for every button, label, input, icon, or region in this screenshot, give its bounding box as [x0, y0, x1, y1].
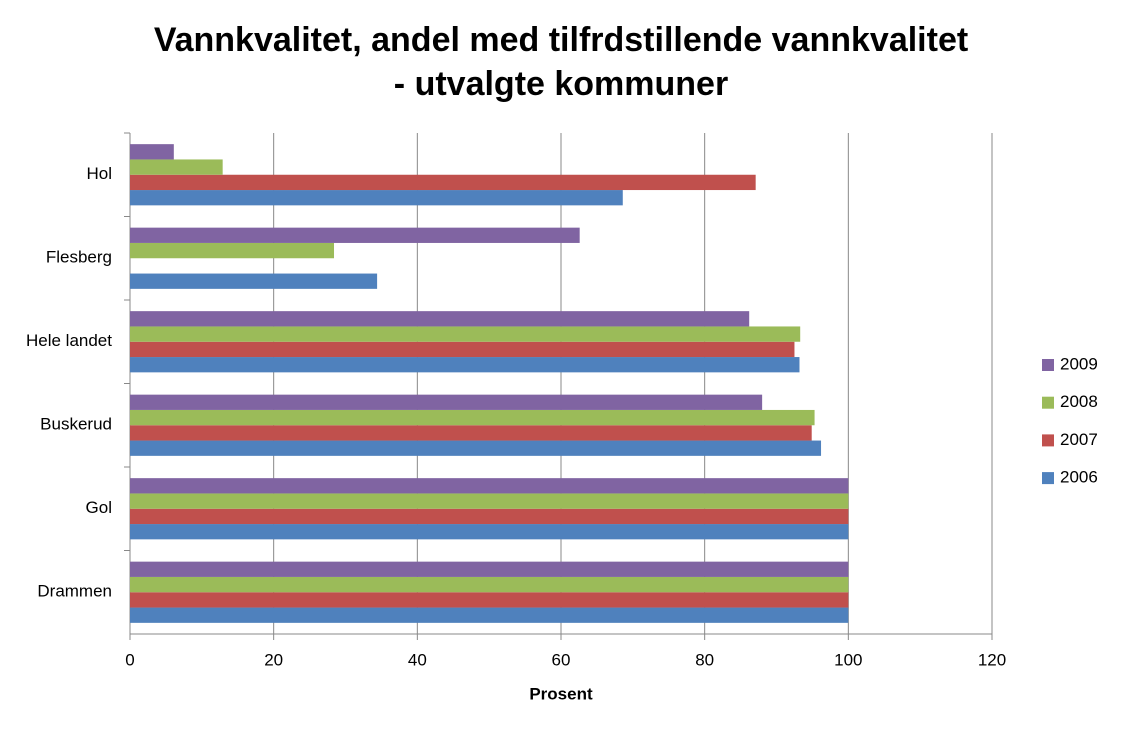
- bar: [130, 311, 750, 327]
- x-tick-label: 20: [264, 650, 283, 669]
- x-tick-label: 100: [834, 650, 862, 669]
- x-tick-label: 80: [695, 650, 714, 669]
- bar: [130, 440, 822, 456]
- y-tick-label: Hol: [86, 164, 112, 183]
- bar: [130, 409, 815, 426]
- bar: [130, 174, 756, 191]
- bar: [130, 524, 849, 540]
- bar: [130, 357, 800, 373]
- chart-title: - utvalgte kommuner: [394, 65, 728, 103]
- y-tick-label: Gol: [86, 498, 112, 517]
- bar: [130, 493, 849, 509]
- bar: [130, 478, 849, 494]
- bar: [130, 576, 849, 593]
- x-tick-label: 60: [552, 650, 571, 669]
- bar: [130, 159, 223, 175]
- y-tick-label: Flesberg: [46, 248, 112, 267]
- x-tick-label: 120: [978, 650, 1006, 669]
- bar: [130, 508, 849, 525]
- x-tick-label: 0: [125, 650, 134, 669]
- y-tick-label: Hele landet: [26, 331, 112, 350]
- bar: [130, 341, 795, 358]
- chart-title: Vannkvalitet, andel med tilfrdstillende …: [154, 21, 968, 59]
- legend-label: 2009: [1060, 354, 1098, 373]
- bar: [130, 592, 849, 608]
- legend-swatch: [1042, 396, 1054, 409]
- legend-swatch: [1042, 472, 1054, 485]
- bar: [130, 227, 580, 243]
- x-axis-title: Prosent: [529, 684, 593, 703]
- y-tick-label: Buskerud: [40, 415, 112, 434]
- bar: [130, 144, 174, 160]
- bar: [130, 561, 849, 577]
- x-tick-label: 40: [408, 650, 427, 669]
- legend-swatch: [1042, 359, 1054, 371]
- bar: [130, 425, 812, 441]
- bar: [130, 607, 849, 623]
- y-tick-label: Drammen: [37, 582, 112, 601]
- legend-label: 2008: [1060, 392, 1098, 411]
- bar: [130, 242, 335, 259]
- bar: [130, 273, 378, 289]
- legend-label: 2006: [1060, 468, 1098, 487]
- bar: [130, 326, 801, 342]
- legend-swatch: [1042, 434, 1054, 447]
- bar: [130, 394, 763, 410]
- bar: [130, 190, 623, 206]
- legend-label: 2007: [1060, 430, 1098, 449]
